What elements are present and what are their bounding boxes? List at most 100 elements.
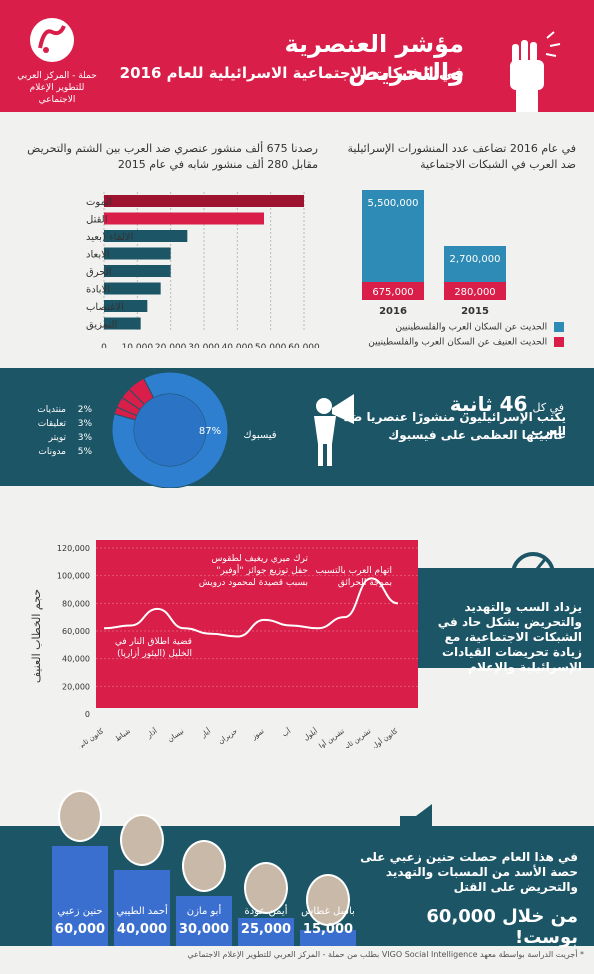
page-title: مؤشر العنصرية والتحريض [284,30,464,86]
hbar-tick-label: 10,000 [122,343,154,348]
legend-label-total: الحديث عن السكان العرب والفلسطينيين [395,322,548,333]
hbar-category-label: الابعاد [86,250,110,261]
line-x-label: تشرين ثاني [340,727,372,748]
person-photo [182,840,226,892]
person-bar [114,870,170,946]
hbar-tick-label: 0 [101,343,107,348]
horizontal-bar-chart: 0 10,000 20,000 30,000 40,000 50,000 60,000 الم… [86,192,320,348]
hbar-tick-label: 50,000 [255,343,287,348]
line-x-label: حزيران [217,727,239,746]
line-tick-label: 60,000 [62,627,90,636]
line-tick-label: 80,000 [62,599,90,608]
org-logo [30,18,74,62]
person-bar [300,930,356,946]
org-name: حملة - المركز العربي للتطوير الإعلام الا… [17,71,97,105]
bar-violent-label-2015: 280,000 [454,287,495,298]
platform-donut-chart: 87% فيسبوك 2% منتديات 3% تعليقات 3% تويتر 5% مدون… [37,372,277,488]
bottom-highlight: من خلال 60,000 بوست! [426,906,578,948]
person-value: 15,000 [302,922,354,937]
bar-total-2015 [444,246,506,282]
line-tick-label: 100,000 [57,572,90,581]
hbar-category-label: الاغتصاب [86,302,124,313]
donut-label-value: 3% [78,433,93,443]
person-name: باسل غطاس [301,906,355,917]
donut-hole [134,394,206,466]
legend-swatch-total [554,322,564,332]
person-bar [52,846,108,946]
donut-label-name: منتديات [37,405,66,415]
bar-total-2016 [362,190,424,282]
person-photo [58,790,102,842]
line-x-label: كانون أول [370,726,399,748]
donut-label-name: تعليقات [38,419,67,429]
bar-violent-label-2016: 675,000 [372,287,413,298]
donut-label-name: تويتر [48,433,67,443]
bar-violent-2015 [444,282,506,300]
annotation-regev: ترك ميري ريغيف لطقوس حفل توزيع جوائز "أو… [198,554,308,588]
person-bar [176,896,232,946]
line-ylabel: حجم الخطاب العنيف [30,589,43,683]
person-value: 40,000 [116,922,168,937]
person-name: أبو مازن [186,906,222,917]
person-name: حنين زعبي [57,906,103,917]
hbar-title: رصدنا 675 ألف منشور عنصري ضد العرب بين ا… [27,142,318,171]
line-tick-label: 20,000 [62,682,90,691]
line-x-label: نيسان [166,727,185,744]
timeline-info-box [398,568,594,668]
person-bar [238,918,294,946]
bar-total-label-2015: 2,700,000 [450,254,501,265]
line-x-label: أيلول [302,726,319,742]
line-x-label: شباط [114,727,132,743]
bar-category-2016: 2016 [379,306,407,317]
fist-icon [492,30,562,112]
legend-swatch-violent [554,337,564,347]
hbar-bar [104,247,171,260]
line-x-label: كانون ثاني [76,727,106,748]
bar-chart-title: في عام 2016 تضاعف عدد المنشورات الإسرائي… [347,142,577,171]
megaphone-icon [396,800,436,844]
line-tick-label: 40,000 [62,655,90,664]
annotation-fires: اتهام العرب بالتسبب بموجة الحرائق [315,566,393,588]
hbar-bar [104,300,148,312]
hbar-bar [104,265,171,277]
hbar-bar [104,195,304,207]
person-photo [306,874,350,926]
page-subtitle: في الشبكات الاجتماعية الاسرائيلية للعام … [119,64,464,82]
timeline-plot-area [96,540,418,708]
person-value: 30,000 [178,922,230,937]
hbar-bar [104,282,161,295]
bar-violent-2016 [362,282,424,300]
megaphone-person-icon [294,384,358,468]
donut-label-value: 5% [78,447,93,457]
donut-label-facebook: فيسبوك [243,430,276,441]
every-seconds-label: في كل 46 ثانية [364,392,564,416]
line-x-label: تموز [249,727,265,742]
hbar-category-label: الحرق [86,267,112,278]
header-banner [0,0,594,112]
bar-total-label-2016: 5,500,000 [368,198,419,209]
line-series [103,577,399,638]
hbar-tick-label: 40,000 [222,343,254,348]
legend-item-violent: الحديث العنيف عن السكان العرب والفلسطيني… [324,337,564,348]
hbar-category-label: التمزيق [86,320,117,331]
donut-label-value: 2% [78,405,93,415]
band-line-2: غالبيتها العظمى على فيسبوك [388,428,566,442]
annotation-hebron: قضية اطلاق النار في الخليل (اليئور أزاري… [114,637,192,659]
legend-item-total: الحديث عن السكان العرب والفلسطينيين [324,322,564,333]
hbar-category-label: الالقاء (بعيد [86,232,133,243]
hbar-category-label: الموت [86,197,112,208]
vertical-bar-chart: 5,500,000 675,000 2016 2,700,000 280,000 2015 [362,190,506,317]
person-photo [244,862,288,914]
line-x-label: آذار [144,726,159,741]
hbar-tick-label: 60,000 [288,343,320,348]
donut-label-value: 3% [78,419,93,429]
person-photo [120,814,164,866]
line-x-label: آب [280,726,293,739]
donut-label-name: مدونات [38,447,66,457]
person-value: 60,000 [54,922,106,937]
hbar-bar [104,230,188,242]
line-tick-label: 0 [85,710,90,719]
hbar-category-label: القتل [86,215,107,226]
legend-label-violent: الحديث العنيف عن السكان العرب والفلسطيني… [368,337,548,348]
hbar-tick-label: 30,000 [188,343,220,348]
